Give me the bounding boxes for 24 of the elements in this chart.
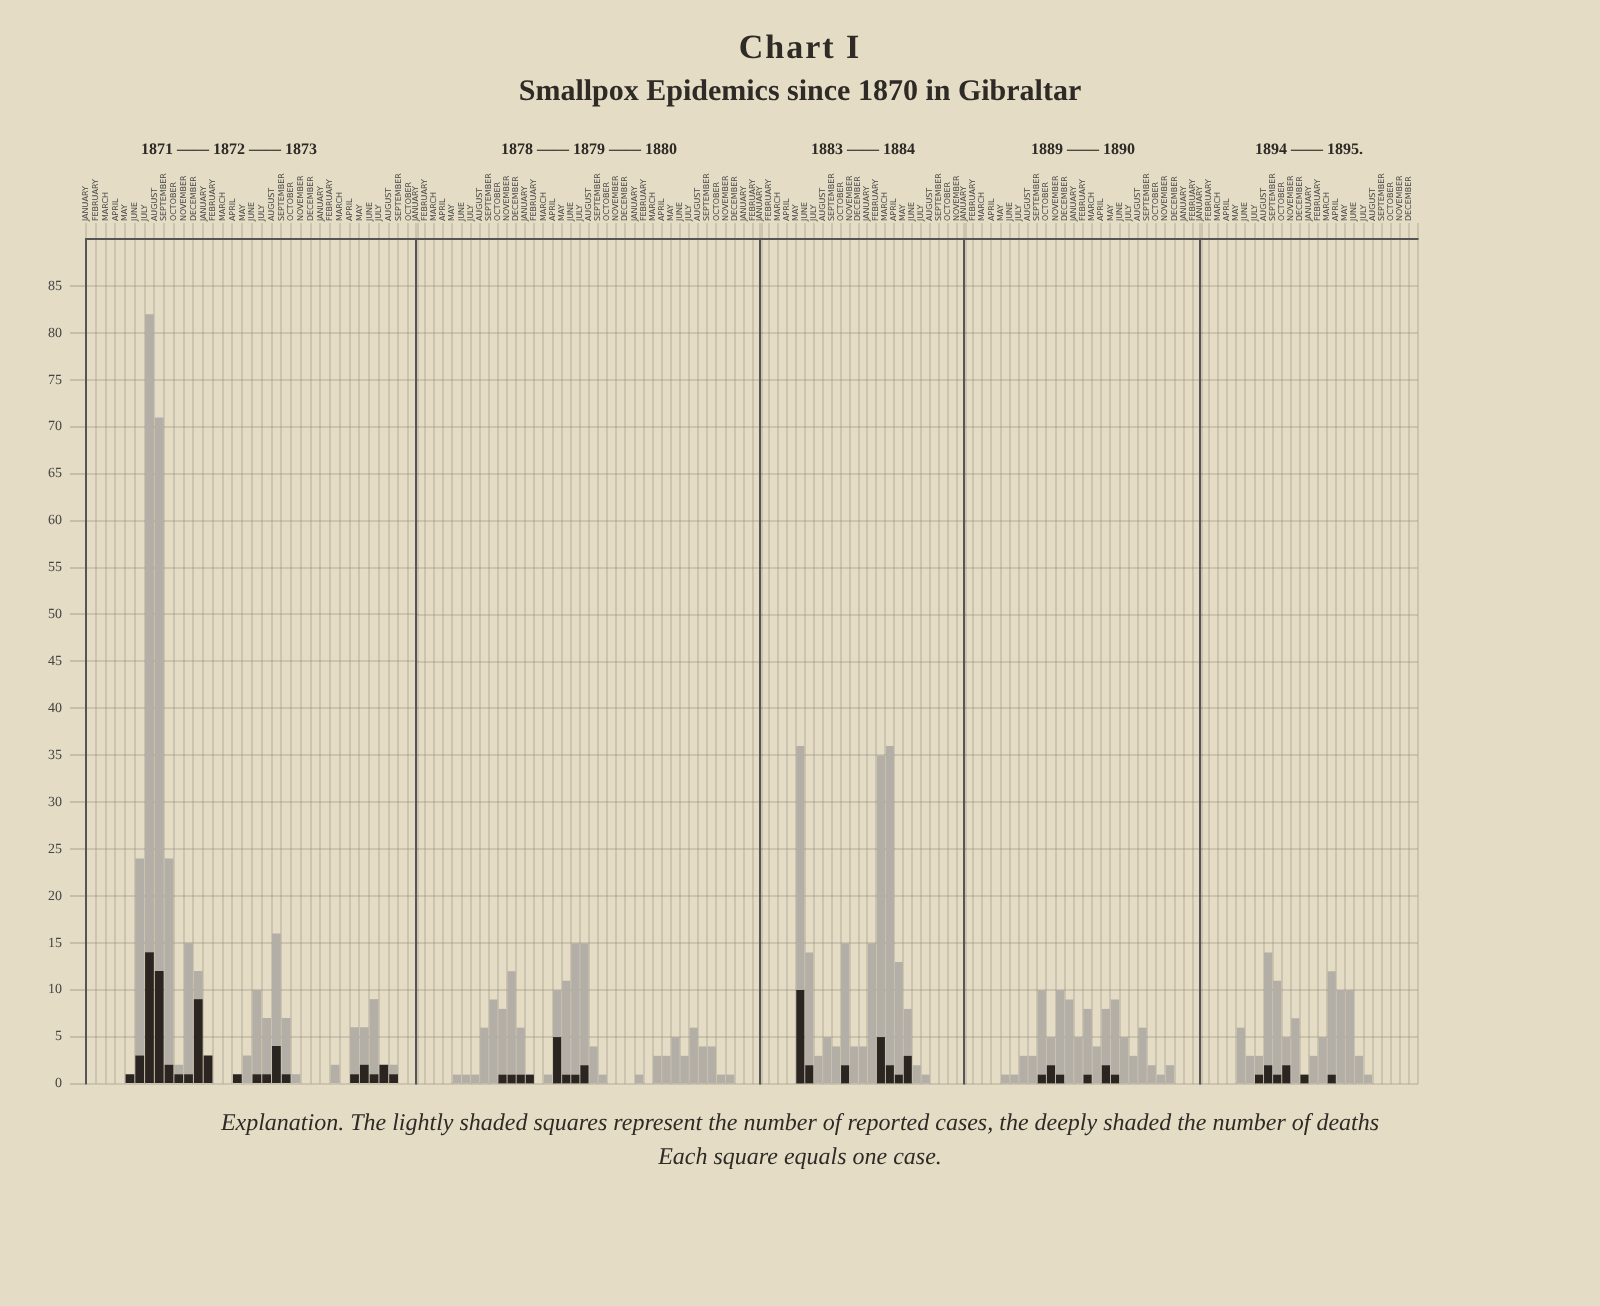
bar [903,1055,912,1084]
bar [796,990,805,1084]
bar [389,1064,398,1075]
text: Smallpox Epidemics since 1870 in Gibraltar [516,76,1084,110]
text: Explanation. The lightly shaded squares represent the number of reported cases, the deeply shaded the number of deaths [218,1106,1382,1140]
x-axis-title: 1889 —— 1890 [1031,139,1135,158]
bar [330,1064,340,1083]
bar [553,1037,562,1084]
x-axis-title: 1871 —— 1872 —— 1873 [141,139,317,158]
bar [707,1046,717,1084]
bar [1110,999,1120,1075]
text: Each square equals one case. [656,1140,944,1174]
x-axis-title: 1883 —— 1884 [811,139,915,158]
bar [291,1074,301,1083]
x-axis-title: 1894 —— 1895. [1255,139,1363,158]
bar [841,1065,850,1084]
x-axis-title: 1878 —— 1879 —— 1880 [501,139,677,158]
bar [1046,1065,1056,1084]
text: Chart I [736,28,864,68]
bar [232,1074,242,1083]
bar [1165,1065,1175,1084]
bar [1083,1074,1092,1084]
bar [1300,1074,1309,1084]
bar [653,1055,662,1084]
